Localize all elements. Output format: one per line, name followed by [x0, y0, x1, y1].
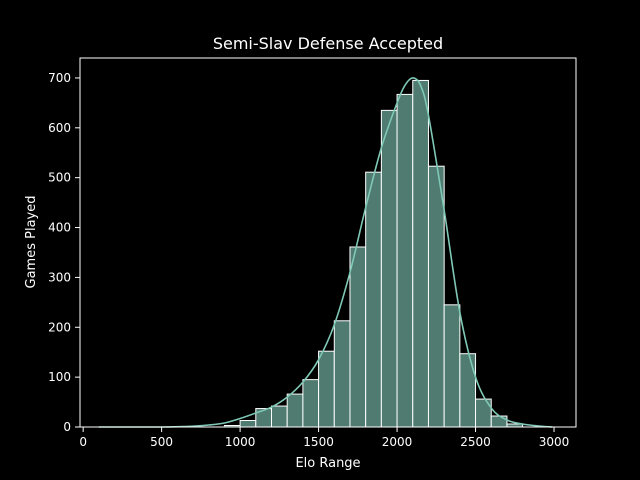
x-axis-label: Elo Range: [295, 456, 360, 471]
y-tick-label: 500: [48, 171, 71, 185]
histogram-bar-2200: [427, 165, 445, 428]
x-tick-label: 2000: [382, 435, 413, 449]
histogram-bar-1900: [380, 109, 398, 428]
y-tick-label: 400: [48, 221, 71, 235]
x-tick-label: 1500: [303, 435, 334, 449]
kde-line: [98, 77, 553, 428]
histogram-bar-1400: [302, 379, 320, 428]
x-tick-label: 2500: [460, 435, 491, 449]
y-tick-label: 100: [48, 370, 71, 384]
histogram-bar-1800: [365, 171, 382, 428]
histogram-bar-1000: [239, 420, 257, 428]
histogram-bar-1100: [255, 408, 273, 428]
x-tick-label: 1000: [225, 435, 256, 449]
bars-group: [223, 79, 524, 428]
y-tick-label: 0: [63, 420, 71, 434]
histogram-bar-1700: [349, 246, 367, 428]
axes-frame: [79, 57, 577, 428]
x-tick-label: 3000: [539, 435, 570, 449]
histogram-bar-1300: [286, 393, 304, 428]
chart-title: Semi-Slav Defense Accepted: [213, 34, 443, 53]
y-ticks-group: 0 100 200 300 400 500 600 700: [48, 71, 80, 434]
y-axis-label: Games Played: [24, 196, 39, 289]
x-tick-label: 0: [79, 435, 87, 449]
histogram-bar-2600: [490, 415, 508, 428]
x-tick-label: 500: [150, 435, 173, 449]
x-ticks-group: 0 500 1000 1500 2000 2500 3000: [79, 427, 569, 449]
histogram-bar-1200: [270, 405, 288, 428]
histogram-bar-2000: [396, 93, 414, 428]
y-tick-label: 200: [48, 320, 71, 334]
y-tick-label: 700: [48, 71, 71, 85]
histogram-bar-1500: [318, 350, 335, 428]
histogram-bar-1600: [333, 320, 351, 428]
y-tick-label: 600: [48, 121, 71, 135]
histogram-bar-2100: [412, 79, 429, 428]
histogram-bar-2400: [459, 353, 477, 428]
y-tick-label: 300: [48, 270, 71, 284]
histogram-bar-2300: [443, 304, 461, 428]
